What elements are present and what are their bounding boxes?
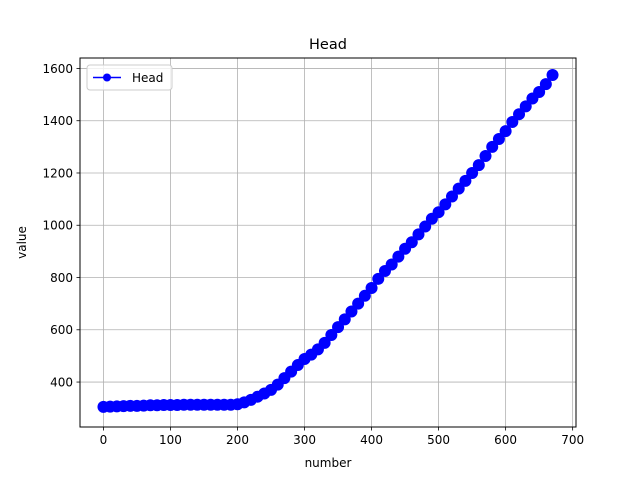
data-point — [419, 220, 432, 233]
data-point — [372, 272, 385, 285]
data-point — [439, 198, 452, 211]
data-point — [365, 281, 378, 294]
grid-lines — [80, 58, 576, 427]
data-point — [479, 150, 492, 162]
data-point — [446, 190, 458, 203]
y-tick-label: 1600 — [42, 62, 73, 76]
data-point — [325, 329, 338, 342]
y-tick-label: 600 — [50, 323, 73, 337]
x-tick-label: 300 — [293, 433, 316, 447]
x-axis-label: number — [305, 456, 352, 470]
x-tick-label: 0 — [100, 433, 108, 447]
data-point — [385, 258, 398, 271]
y-tick-label: 1000 — [42, 219, 73, 233]
legend-marker — [103, 73, 111, 82]
legend-label: Head — [132, 71, 163, 85]
data-point — [412, 228, 425, 241]
data-point — [499, 125, 512, 138]
x-tick-label: 400 — [360, 433, 383, 447]
data-point — [452, 182, 465, 195]
data-point — [345, 305, 358, 318]
data-point — [332, 321, 345, 334]
y-tick-label: 800 — [50, 271, 73, 285]
data-point — [392, 250, 405, 263]
x-tick-label: 200 — [226, 433, 249, 447]
y-tick-label: 1200 — [42, 166, 73, 180]
y-axis-label: value — [15, 226, 29, 259]
data-point — [318, 336, 331, 349]
data-point — [472, 159, 485, 172]
x-tick-label: 700 — [561, 433, 584, 447]
axis-ticks: 0 100 200 300 400 500 600 700 400 600 800 1000 1200 1… — [42, 62, 584, 447]
plot-frame — [79, 57, 577, 428]
x-tick-label: 500 — [427, 433, 450, 447]
data-point — [506, 116, 519, 129]
data-point — [533, 85, 546, 98]
x-tick-label: 600 — [494, 433, 517, 447]
data-point — [486, 140, 499, 153]
data-point — [352, 297, 365, 310]
data-point — [432, 206, 445, 219]
x-tick-label: 100 — [159, 433, 182, 447]
data-point — [358, 289, 371, 302]
data-point — [459, 174, 472, 187]
data-point — [466, 166, 479, 179]
data-point — [539, 78, 552, 91]
y-tick-label: 400 — [50, 375, 73, 389]
legend-box — [86, 64, 173, 91]
series-layer — [97, 68, 559, 413]
legend: Head — [86, 64, 173, 91]
data-point — [519, 100, 532, 113]
data-point — [405, 236, 418, 249]
data-point — [513, 108, 526, 121]
data-point — [546, 68, 559, 81]
data-point — [492, 133, 505, 146]
chart-title: Head — [309, 37, 347, 53]
data-point — [338, 313, 351, 326]
y-tick-label: 1400 — [42, 114, 73, 128]
